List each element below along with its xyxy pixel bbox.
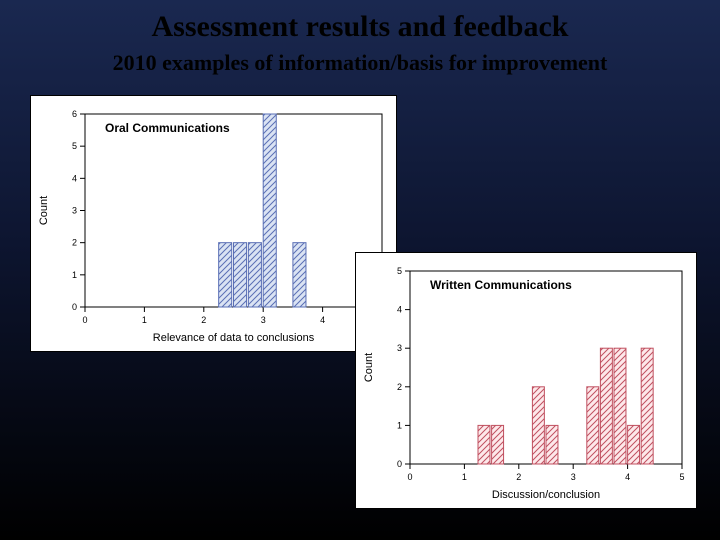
svg-text:3: 3 [261, 315, 266, 325]
svg-text:0: 0 [72, 302, 77, 312]
chart-written-communications: 0 1 2 3 4 5 0 1 2 3 4 5 Discussion/conclusion Count Wr… [355, 252, 697, 509]
svg-text:Count: Count [363, 353, 375, 382]
svg-text:3: 3 [72, 206, 77, 216]
svg-text:5: 5 [72, 141, 77, 151]
chart-oral-communications: 0123450123456Relevance of data to conclu… [30, 95, 397, 352]
svg-text:4: 4 [397, 305, 402, 315]
svg-text:Relevance of data to conclusio: Relevance of data to conclusions [153, 332, 315, 344]
svg-text:0: 0 [407, 472, 412, 482]
svg-text:3: 3 [397, 343, 402, 353]
svg-text:1: 1 [462, 472, 467, 482]
svg-text:1: 1 [72, 270, 77, 280]
svg-text:2: 2 [397, 382, 402, 392]
svg-text:0: 0 [82, 315, 87, 325]
svg-text:2: 2 [516, 472, 521, 482]
svg-text:Oral Communications: Oral Communications [105, 121, 230, 135]
slide-subtitle: 2010 examples of information/basis for i… [0, 50, 720, 76]
svg-text:1: 1 [397, 420, 402, 430]
svg-text:5: 5 [679, 472, 684, 482]
svg-text:Written Communications: Written Communications [430, 278, 572, 292]
svg-text:Count: Count [38, 196, 50, 225]
svg-text:4: 4 [320, 315, 325, 325]
svg-text:5: 5 [397, 266, 402, 276]
svg-text:2: 2 [201, 315, 206, 325]
svg-text:Discussion/conclusion: Discussion/conclusion [492, 489, 600, 501]
slide: Assessment results and feedback 2010 exa… [0, 0, 720, 540]
slide-title: Assessment results and feedback [0, 10, 720, 44]
svg-text:6: 6 [72, 109, 77, 119]
svg-text:4: 4 [72, 173, 77, 183]
svg-text:2: 2 [72, 238, 77, 248]
svg-text:4: 4 [625, 472, 630, 482]
svg-text:1: 1 [142, 315, 147, 325]
svg-text:0: 0 [397, 459, 402, 469]
svg-text:3: 3 [571, 472, 576, 482]
